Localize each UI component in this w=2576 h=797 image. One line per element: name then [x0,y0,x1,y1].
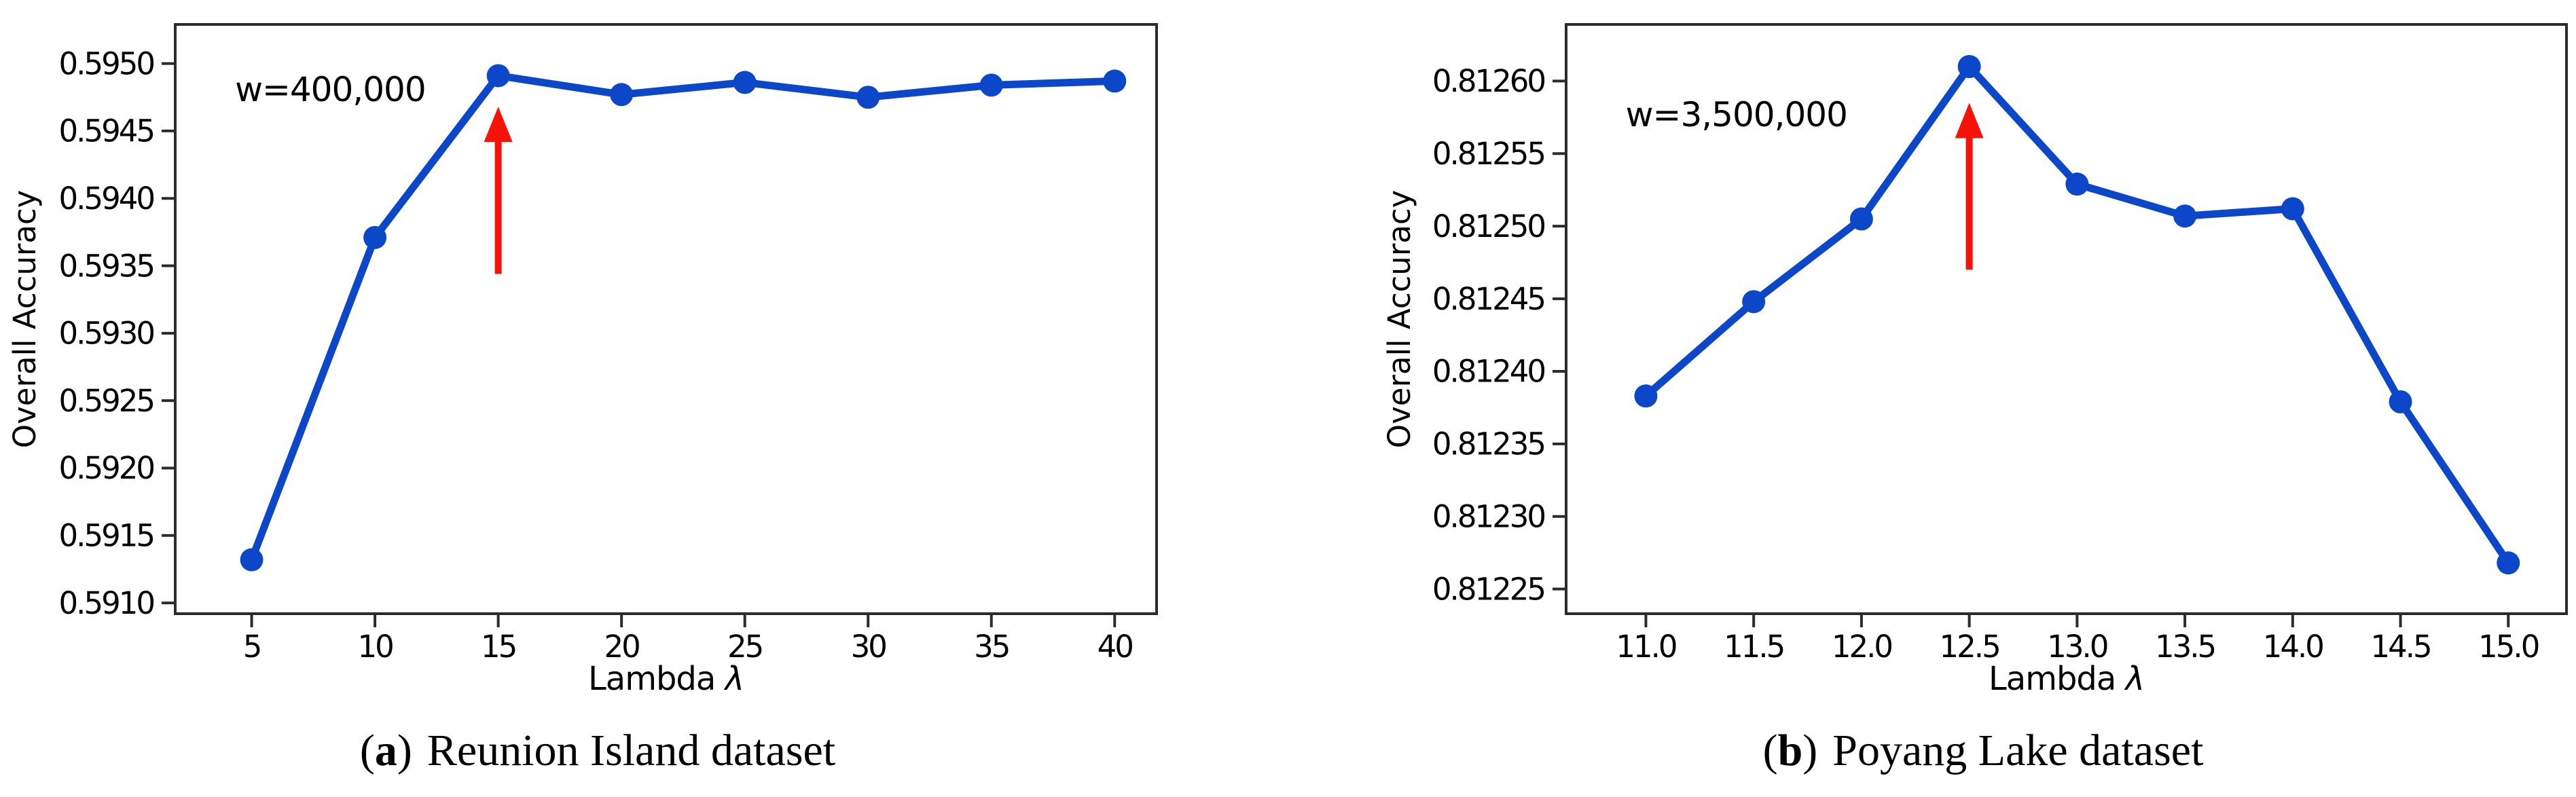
data-point [979,73,1003,97]
data-line [248,71,1119,564]
annotation-text: w=3,500,000 [1626,95,1847,134]
arrow-head-icon [1955,103,1984,138]
y-axis-label: Overall Accuracy [1381,190,1417,449]
data-points [240,64,1127,572]
data-point [486,64,510,88]
x-tick-label: 30 [851,629,886,665]
y-tick-label: 0.81225 [1432,571,1544,607]
y-tick-label: 0.5945 [59,113,153,149]
caption-b-paren-close: ) [1802,726,1818,775]
x-tick-label: 20 [604,629,640,665]
y-tick-label: 0.81250 [1432,208,1544,244]
caption-b-label: b [1777,726,1803,775]
x-tick-label: 14.0 [2263,629,2323,665]
caption-b-text: Poyang Lake dataset [1832,726,2204,775]
x-tick-label: 13.0 [2047,629,2107,665]
y-tick-label: 0.81245 [1432,281,1544,317]
x-tick-label: 11.5 [1724,629,1783,665]
data-point [2389,390,2412,413]
y-tick-label: 0.5930 [59,316,154,352]
x-tick-label: 35 [974,629,1009,665]
x-tick-label: 10 [357,629,393,665]
lambda-symbol: λ [2124,660,2144,698]
y-tick-label: 0.5915 [59,518,153,554]
y-tick-label: 0.5910 [59,585,154,621]
arrow-head-icon [484,107,513,143]
data-point [1742,290,1766,314]
y-axis: 0.5910 0.5915 0.5920 0.5925 0.5930 0.5935 0.59… [59,45,175,621]
x-tick-label: 15.0 [2478,629,2539,665]
data-points [1634,55,2520,575]
data-line [1641,62,2512,567]
data-point [240,548,264,572]
y-tick-label: 0.5920 [59,450,154,486]
x-tick-label: 13.5 [2155,629,2215,665]
axes-frame [174,23,1158,615]
chart-panel-a: 0.5910 0.5915 0.5920 0.5925 0.5930 0.5935 0.59… [0,0,1256,797]
y-tick-label: 0.5925 [59,383,153,419]
x-tick-label: 25 [727,629,762,665]
y-axis: 0.81225 0.81230 0.81235 0.81240 0.81245 0.812… [1432,63,1566,607]
y-axis-label: Overall Accuracy [7,190,43,449]
caption-a-paren-open: ( [359,726,375,775]
y-tick-label: 0.81240 [1432,354,1544,390]
data-point [363,225,387,249]
axes-frame [1565,23,2568,615]
data-point [2281,197,2304,221]
y-tick-label: 0.81230 [1432,499,1544,535]
data-point [610,83,634,107]
x-tick-label: 12.5 [1940,629,1999,665]
x-axis-label: Lambda λ [1989,660,2144,698]
annotation-text: w=400,000 [235,70,426,109]
x-tick-label: 5 [243,629,261,665]
line-chart-b: 0.81225 0.81230 0.81235 0.81240 0.81245 0.812… [1381,23,2568,698]
y-tick-label: 0.81260 [1432,63,1544,99]
data-point [2173,204,2197,228]
x-axis-label: Lambda λ [588,660,744,698]
lambda-symbol: λ [723,660,744,698]
x-tick-label: 40 [1097,629,1133,665]
caption-a-text: Reunion Island dataset [427,726,836,775]
data-point [1634,384,1658,408]
x-tick-label: 15 [481,629,515,665]
x-tick-label: 12.0 [1832,629,1892,665]
data-point [2065,172,2089,196]
x-axis: 5 10 15 20 25 30 35 40 [243,614,1134,665]
data-point [856,86,880,109]
data-point [1849,207,1873,231]
chart-panel-b: 0.81225 0.81230 0.81235 0.81240 0.81245 0.812… [1256,0,2576,797]
x-tick-label: 11.0 [1616,629,1676,665]
data-point [1957,55,1981,78]
y-tick-label: 0.5935 [59,248,153,284]
caption-b: (b) Poyang Lake dataset [1385,725,2576,777]
caption-a: (a) Reunion Island dataset [0,725,1195,777]
y-tick-label: 0.5950 [59,45,154,81]
line-chart-a: 0.5910 0.5915 0.5920 0.5925 0.5930 0.5935 0.59… [7,23,1158,698]
data-point [2497,551,2520,575]
x-tick-label: 14.5 [2370,629,2430,665]
data-point [733,71,757,94]
caption-a-paren-close: ) [397,726,412,775]
y-tick-label: 0.81235 [1432,426,1544,462]
x-axis: 11.0 11.5 12.0 12.5 13.0 13.5 14.0 14.5 15.0 [1616,614,2541,665]
y-tick-label: 0.5940 [59,181,154,217]
caption-a-label: a [374,726,397,775]
caption-b-paren-open: ( [1762,726,1778,775]
data-point [1103,69,1127,93]
y-tick-label: 0.81255 [1432,136,1544,172]
